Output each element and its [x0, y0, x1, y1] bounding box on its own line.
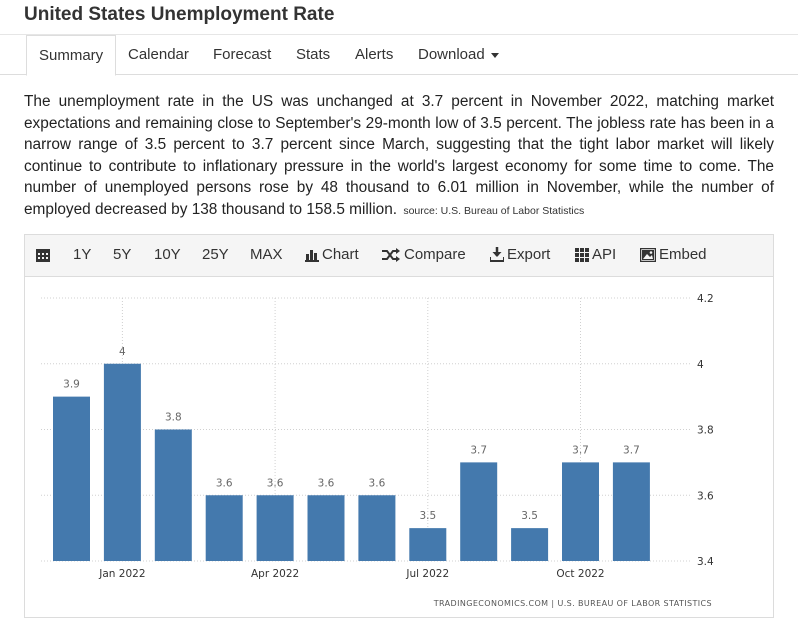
- bar-value-label: 3.5: [419, 510, 436, 522]
- bar[interactable]: [612, 462, 650, 561]
- tab-forecast[interactable]: Forecast: [201, 35, 283, 75]
- y-tick-label: 4: [697, 359, 704, 371]
- chart-button[interactable]: Chart: [305, 246, 359, 263]
- bar-chart: 3.4 3.6 3.8 4 4.2 3.9 4 3.8 3.6 3.6 3.6 3.6 3.5 3.7 3.…: [41, 293, 714, 608]
- bar-value-label: 3.5: [521, 510, 538, 522]
- bar-value-label: 4: [119, 346, 126, 358]
- export-button[interactable]: Export: [490, 246, 550, 263]
- source-note: source: U.S. Bureau of Labor Statistics: [403, 204, 585, 217]
- tab-stats-label: Stats: [296, 46, 331, 63]
- api-button-label: API: [592, 246, 617, 263]
- tab-alerts-label: Alerts: [355, 46, 394, 63]
- tab-stats[interactable]: Stats: [284, 35, 342, 75]
- range-10y-label: 10Y: [154, 246, 181, 263]
- shuffle-icon: [382, 247, 400, 262]
- chevron-down-icon: [490, 52, 499, 58]
- bar[interactable]: [358, 495, 396, 561]
- range-max-button[interactable]: MAX: [250, 246, 283, 263]
- bar[interactable]: [154, 429, 192, 562]
- compare-button[interactable]: Compare: [381, 246, 466, 263]
- bar-chart-icon: [305, 249, 319, 262]
- chart-footer: TRADINGECONOMICS.COM | U.S. BUREAU OF LA…: [433, 599, 712, 608]
- embed-button[interactable]: Embed: [640, 246, 707, 263]
- range-10y-button[interactable]: 10Y: [154, 246, 181, 263]
- x-tick-label: Oct 2022: [556, 568, 604, 580]
- chart-toolbar: 1Y 5Y 10Y 25Y MAX Chart Compare Export A…: [25, 235, 773, 277]
- title-bar: United States Unemployment Rate: [0, 0, 798, 34]
- description-text: The unemployment rate in the US was unch…: [24, 93, 774, 218]
- download-icon: [490, 247, 504, 262]
- bar-value-label: 3.9: [63, 379, 80, 391]
- range-25y-button[interactable]: 25Y: [202, 246, 229, 263]
- chart-button-label: Chart: [322, 246, 359, 263]
- range-25y-label: 25Y: [202, 246, 229, 263]
- tab-download-label: Download: [418, 46, 485, 63]
- bar-value-label: 3.6: [369, 477, 386, 489]
- bar[interactable]: [307, 495, 345, 561]
- range-5y-label: 5Y: [113, 246, 132, 263]
- bar-value-label: 3.8: [165, 412, 182, 424]
- chart-area: 3.4 3.6 3.8 4 4.2 3.9 4 3.8 3.6 3.6 3.6 3.6 3.5 3.7 3.…: [25, 278, 773, 618]
- y-tick-label: 3.4: [697, 556, 714, 568]
- y-tick-label: 4.2: [697, 293, 714, 305]
- range-1y-label: 1Y: [73, 246, 92, 263]
- tab-download[interactable]: Download: [406, 35, 511, 75]
- bar[interactable]: [511, 528, 549, 561]
- api-button[interactable]: API: [575, 246, 616, 263]
- range-5y-button[interactable]: 5Y: [113, 246, 131, 263]
- bar[interactable]: [53, 396, 90, 561]
- range-1y-button[interactable]: 1Y: [73, 246, 91, 263]
- image-icon: [640, 247, 656, 262]
- calendar-icon[interactable]: [36, 248, 53, 262]
- tab-calendar[interactable]: Calendar: [116, 35, 201, 75]
- bar-value-label: 3.6: [267, 477, 284, 489]
- tab-forecast-label: Forecast: [213, 46, 272, 63]
- export-button-label: Export: [507, 246, 551, 263]
- range-max-label: MAX: [250, 246, 283, 263]
- grid-icon: [575, 247, 589, 262]
- bar-value-label: 3.7: [470, 444, 487, 456]
- compare-button-label: Compare: [404, 246, 466, 263]
- bar[interactable]: [256, 495, 294, 561]
- tab-bar: Summary Calendar Forecast Stats Alerts D…: [0, 34, 798, 76]
- chart-panel: 1Y 5Y 10Y 25Y MAX Chart Compare Export A…: [24, 234, 774, 618]
- bar-value-label: 3.7: [572, 444, 589, 456]
- tab-alerts[interactable]: Alerts: [343, 35, 405, 75]
- bar[interactable]: [562, 462, 599, 561]
- y-tick-label: 3.6: [697, 490, 714, 502]
- page-title: United States Unemployment Rate: [24, 4, 335, 25]
- bar[interactable]: [103, 363, 141, 561]
- bar-value-label: 3.6: [318, 477, 335, 489]
- bar[interactable]: [205, 495, 243, 561]
- x-tick-label: Apr 2022: [251, 568, 299, 580]
- x-tick-label: Jan 2022: [98, 568, 145, 580]
- y-tick-label: 3.8: [697, 425, 714, 437]
- bar[interactable]: [460, 462, 498, 561]
- bar-value-label: 3.7: [623, 444, 640, 456]
- x-tick-label: Jul 2022: [405, 568, 449, 580]
- tab-summary[interactable]: Summary: [26, 35, 117, 76]
- summary-description: The unemployment rate in the US was unch…: [24, 91, 774, 222]
- embed-button-label: Embed: [659, 246, 707, 263]
- bar[interactable]: [409, 528, 447, 561]
- tab-calendar-label: Calendar: [128, 46, 189, 63]
- bar-value-label: 3.6: [216, 477, 233, 489]
- tab-summary-label: Summary: [39, 47, 104, 64]
